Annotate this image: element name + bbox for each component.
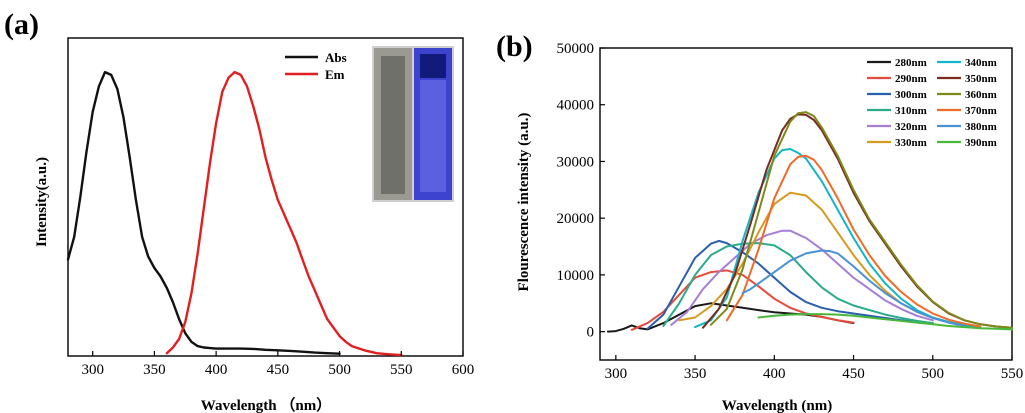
panel-label-a: (a) — [4, 8, 39, 41]
legend-label-290nm: 290nm — [895, 73, 927, 85]
legend-label-390nm: 390nm — [965, 137, 997, 149]
series-line-390nm — [757, 313, 1013, 331]
series-line-370nm — [725, 154, 982, 328]
b-plot-frame — [599, 47, 1013, 361]
legend-label-320nm: 320nm — [895, 121, 927, 133]
b-xtick-label: 300 — [605, 366, 628, 382]
b-ytick-label: 20000 — [557, 211, 595, 227]
cuvette-blue-inner — [420, 80, 446, 192]
legend-label-310nm: 310nm — [895, 105, 927, 117]
chart-a-ylabel: Intensity(a.u.) — [34, 157, 50, 247]
series-line-380nm — [741, 249, 966, 327]
b-ytick-label: 30000 — [557, 154, 595, 170]
b-xtick-label: 450 — [842, 366, 865, 382]
a-xtick-label: 450 — [267, 362, 290, 378]
b-ytick-label: 10000 — [557, 268, 595, 284]
chart-a-series — [66, 70, 403, 357]
chart-b-ylabel: Flourescence intensity (a.u.) — [516, 113, 532, 292]
legend-label-350nm: 350nm — [965, 73, 997, 85]
series-line-Em — [165, 70, 403, 357]
chart-b-legend: 280nm 290nm 300nm 310nm 320nm 330nm 340nm 350nm… — [867, 57, 997, 149]
series-line-300nm — [646, 239, 934, 330]
legend-label-280nm: 280nm — [895, 57, 927, 69]
a-plot-frame — [67, 37, 464, 357]
series-line-Abs — [66, 70, 341, 355]
b-xtick-label: 400 — [763, 366, 786, 382]
legend-label-380nm: 380nm — [965, 121, 997, 133]
chart-b-axes — [599, 47, 1013, 361]
a-xtick-label: 600 — [452, 362, 475, 378]
b-xtick-label: 500 — [922, 366, 945, 382]
b-ytick-label: 50000 — [557, 41, 595, 57]
series-line-310nm — [662, 242, 934, 327]
legend-label-360nm: 360nm — [965, 89, 997, 101]
chart-b-xlabel: Wavelength (nm) — [722, 398, 832, 413]
chart-b-ticks: 300 350 400 450 500 550 0 10000 20000 30000 40000 5… — [557, 41, 1024, 382]
chart-a-legend: Abs Em — [285, 50, 347, 82]
cuvette-photo — [372, 46, 454, 202]
chart-a-ticks: 300 350 400 450 500 550 600 — [81, 351, 474, 378]
b-xtick-label: 550 — [1001, 366, 1024, 382]
legend-label-300nm: 300nm — [895, 89, 927, 101]
b-ytick-label: 40000 — [557, 98, 595, 114]
b-ytick-label: 0 — [587, 325, 595, 341]
legend-label-330nm: 330nm — [895, 137, 927, 149]
chart-b: 300 350 400 450 500 550 0 10000 20000 30000 40000 5… — [516, 41, 1023, 413]
cuvette-blue-top — [420, 54, 446, 78]
chart-b-series — [606, 111, 1013, 333]
series-line-360nm — [709, 111, 1013, 329]
legend-label-Abs: Abs — [325, 50, 347, 65]
series-line-320nm — [670, 229, 934, 326]
series-line-290nm — [630, 269, 855, 331]
chart-a-axes — [67, 37, 464, 357]
series-line-280nm — [606, 302, 855, 333]
a-xtick-label: 400 — [205, 362, 228, 378]
legend-label-370nm: 370nm — [965, 105, 997, 117]
a-xtick-label: 350 — [143, 362, 166, 378]
chart-a: 300 350 400 450 500 550 600 Abs Em Wavelength （… — [34, 37, 474, 413]
a-xtick-label: 300 — [81, 362, 104, 378]
chart-a-xlabel: Wavelength （nm） — [201, 396, 331, 413]
a-xtick-label: 550 — [390, 362, 413, 378]
panel-label-b: (b) — [496, 30, 533, 63]
series-line-340nm — [694, 148, 982, 329]
cuvette-clear-inner — [381, 56, 405, 194]
legend-label-340nm: 340nm — [965, 57, 997, 69]
b-xtick-label: 350 — [684, 366, 707, 382]
legend-label-Em: Em — [325, 67, 345, 82]
a-xtick-label: 500 — [328, 362, 351, 378]
